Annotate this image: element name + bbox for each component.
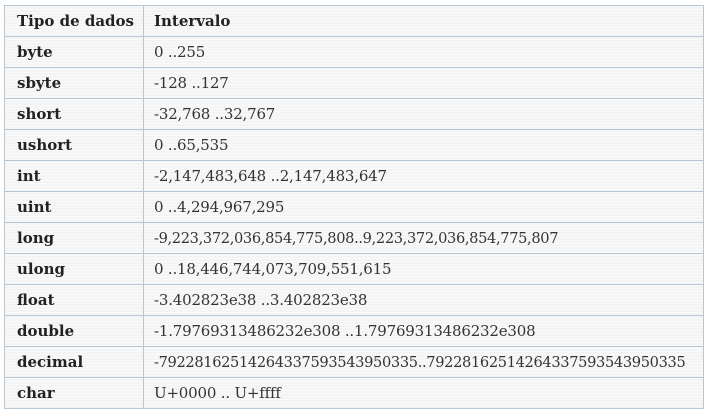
table-header-row: Tipo de dados Intervalo [4,5,704,37]
type-cell: char [4,377,144,409]
header-type: Tipo de dados [4,5,144,37]
range-cell: -2,147,483,648 ..2,147,483,647 [143,160,704,192]
range-cell: -9,223,372,036,854,775,808..9,223,372,03… [143,222,704,254]
table-row: short -32,768 ..32,767 [4,98,704,130]
range-cell: U+0000 .. U+ffff [143,377,704,409]
table-row: long -9,223,372,036,854,775,808..9,223,3… [4,222,704,254]
table-row: int -2,147,483,648 ..2,147,483,647 [4,160,704,192]
type-cell: float [4,284,144,316]
type-cell: decimal [4,346,144,378]
range-cell: -79228162514264337593543950335..79228162… [143,346,704,378]
type-cell: uint [4,191,144,223]
table-row: ushort 0 ..65,535 [4,129,704,161]
table-row: byte 0 ..255 [4,36,704,68]
range-cell: 0 ..65,535 [143,129,704,161]
table-row: ulong 0 ..18,446,744,073,709,551,615 [4,253,704,285]
range-cell: 0 ..4,294,967,295 [143,191,704,223]
type-cell: ulong [4,253,144,285]
range-cell: 0 ..18,446,744,073,709,551,615 [143,253,704,285]
range-cell: -32,768 ..32,767 [143,98,704,130]
range-cell: -1.79769313486232e308 ..1.79769313486232… [143,315,704,347]
table-row: float -3.402823e38 ..3.402823e38 [4,284,704,316]
type-cell: ushort [4,129,144,161]
range-cell: -3.402823e38 ..3.402823e38 [143,284,704,316]
range-cell: -128 ..127 [143,67,704,99]
range-cell: 0 ..255 [143,36,704,68]
type-cell: byte [4,36,144,68]
header-range: Intervalo [143,5,704,37]
type-cell: int [4,160,144,192]
data-types-table: Tipo de dados Intervalo byte 0 ..255 sby… [4,5,704,409]
table-row: sbyte -128 ..127 [4,67,704,99]
table-row: double -1.79769313486232e308 ..1.7976931… [4,315,704,347]
table-row: uint 0 ..4,294,967,295 [4,191,704,223]
type-cell: double [4,315,144,347]
type-cell: sbyte [4,67,144,99]
table-row: char U+0000 .. U+ffff [4,377,704,409]
type-cell: short [4,98,144,130]
type-cell: long [4,222,144,254]
table-row: decimal -79228162514264337593543950335..… [4,346,704,378]
data-types-table-container: Tipo de dados Intervalo byte 0 ..255 sby… [4,5,704,409]
